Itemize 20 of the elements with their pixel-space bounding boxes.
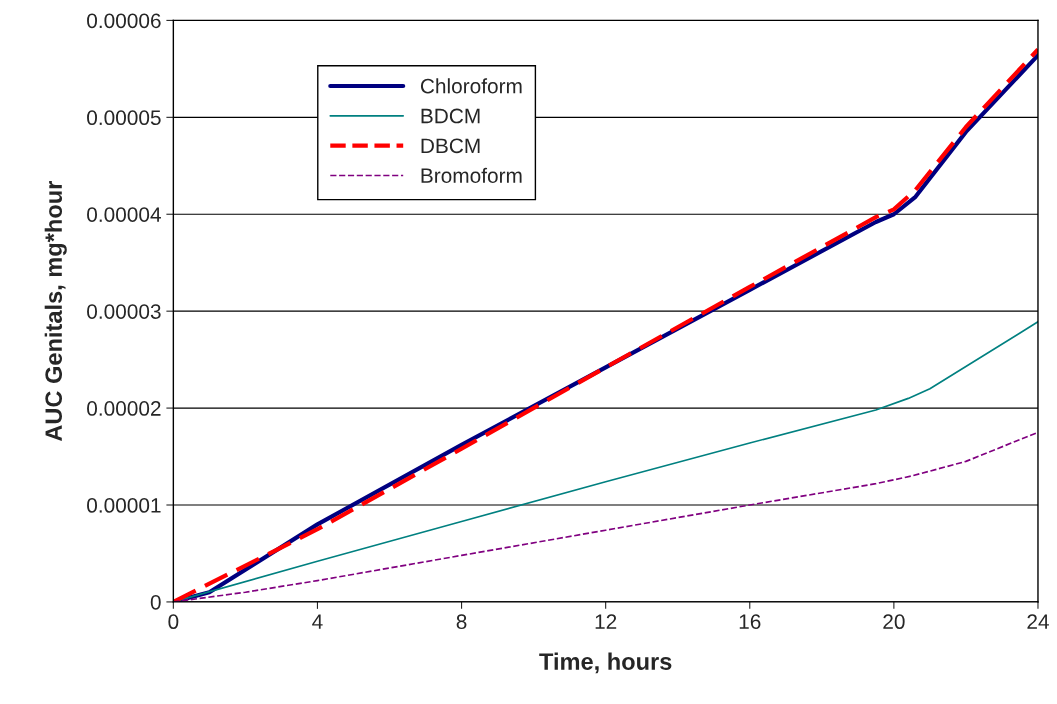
legend-label: Chloroform: [420, 78, 522, 94]
x-axis-title: Time, hours: [539, 652, 672, 674]
x-tick-label: 16: [739, 614, 761, 630]
y-tick-label: 0.00003: [87, 304, 161, 319]
y-tick-label: 0.00002: [87, 401, 161, 416]
y-tick-label: 0.00005: [87, 110, 161, 126]
legend-label: BDCM: [421, 108, 480, 124]
y-tick-label: 0.00001: [87, 498, 161, 513]
x-tick-label: 0: [168, 614, 179, 630]
x-tick-label: 12: [595, 614, 617, 629]
y-tick-label: 0: [150, 594, 161, 610]
x-tick-label: 4: [312, 614, 323, 629]
y-tick-label: 0.00006: [87, 13, 161, 29]
x-tick-label: 20: [883, 614, 905, 630]
x-tick-label: 24: [1027, 614, 1049, 629]
legend-label: DBCM: [421, 138, 480, 154]
y-axis-title: AUC Genitals, mg*hour: [44, 180, 67, 442]
x-tick-label: 8: [456, 614, 467, 630]
legend-label: Bromoform: [421, 167, 522, 184]
y-tick-label: 0.00004: [87, 207, 161, 222]
